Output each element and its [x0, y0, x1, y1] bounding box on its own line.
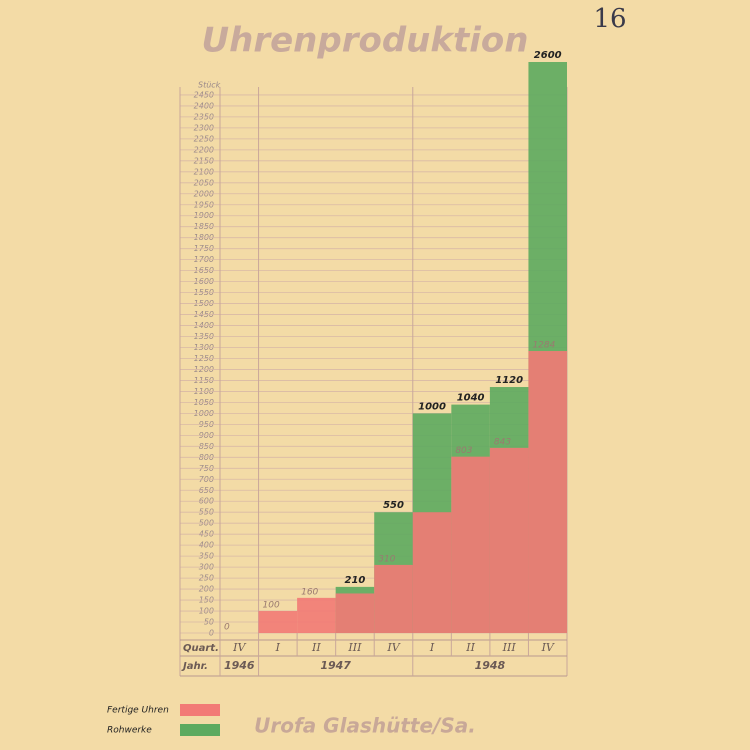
value-label: 803: [455, 446, 472, 456]
x-tick-label: II: [465, 641, 475, 654]
value-label: 100: [263, 601, 280, 611]
bar: [374, 564, 413, 633]
value-label: 1120: [495, 375, 523, 386]
legend-swatch: [180, 704, 220, 716]
x-tick-label: IV: [541, 641, 555, 654]
year-label: 1948: [475, 659, 506, 672]
bar: [335, 593, 375, 633]
value-label: 1000: [418, 401, 446, 412]
value-label: 1040: [457, 393, 485, 404]
value-label: 843: [494, 437, 511, 447]
page-number: 16: [593, 4, 626, 34]
legend-label: Fertige Uhren: [107, 706, 169, 716]
year-label: 1946: [224, 659, 255, 672]
bar: [451, 456, 490, 633]
bar: [258, 611, 298, 633]
footer: Urofa Glashütte/Sa.: [254, 714, 476, 738]
row-header: Quart.: [183, 643, 219, 654]
value-label: 0: [224, 623, 230, 633]
value-label: 2600: [534, 50, 562, 61]
x-tick-label: IV: [232, 641, 246, 654]
x-tick-label: II: [311, 641, 321, 654]
x-tick-label: III: [502, 641, 517, 654]
legend-swatch: [180, 724, 220, 736]
chart-title: Uhrenproduktion: [202, 21, 529, 61]
x-tick-label: I: [275, 641, 281, 654]
legend-label: Rohwerke: [107, 726, 152, 736]
value-label: 550: [383, 500, 404, 511]
x-tick-label: III: [347, 641, 362, 654]
y-axis-label: Stück: [198, 80, 221, 89]
year-label: 1947: [320, 659, 351, 672]
value-label: 160: [301, 587, 318, 597]
bar: [528, 351, 567, 633]
value-label: 210: [345, 575, 366, 586]
bar: [489, 447, 529, 633]
x-tick-label: IV: [386, 641, 400, 654]
value-label: 310: [378, 554, 395, 564]
value-label: 1284: [532, 341, 555, 351]
row-header: Jahr.: [181, 661, 208, 672]
x-tick-label: I: [429, 641, 435, 654]
bar: [297, 597, 336, 633]
bar: [412, 512, 452, 633]
